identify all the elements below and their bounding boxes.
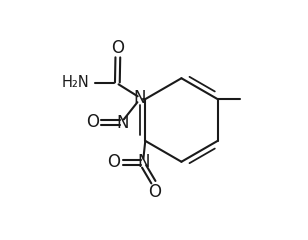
Text: N: N xyxy=(133,89,146,107)
Text: O: O xyxy=(111,39,124,57)
Text: N: N xyxy=(116,114,129,132)
Text: O: O xyxy=(107,153,120,171)
Text: O: O xyxy=(148,183,161,201)
Text: N: N xyxy=(138,153,150,171)
Text: H₂N: H₂N xyxy=(62,75,90,90)
Text: O: O xyxy=(86,113,99,131)
